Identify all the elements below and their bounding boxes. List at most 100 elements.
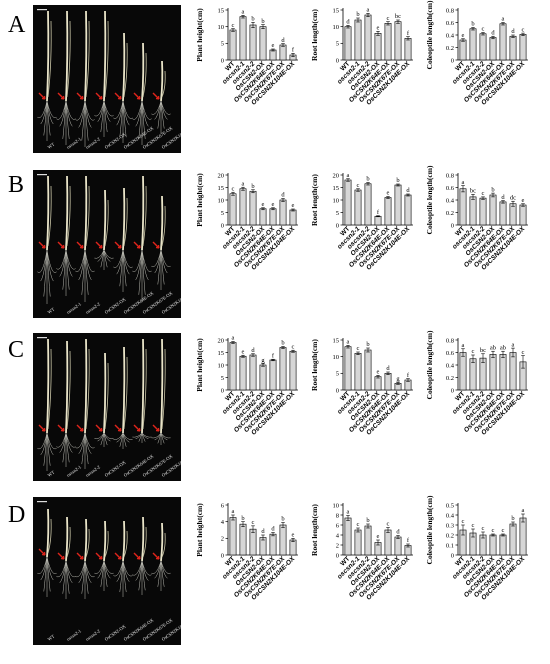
significance-letter: e	[522, 197, 525, 204]
bar	[259, 26, 267, 61]
red-arrow-icon	[95, 92, 103, 100]
significance-letter: a	[347, 172, 350, 179]
y-tick-label: 15	[218, 350, 225, 357]
bar	[479, 197, 487, 226]
bar	[519, 517, 527, 556]
red-arrow-icon	[57, 552, 65, 560]
significance-letter: a	[232, 335, 235, 342]
significance-letter: d	[281, 37, 285, 44]
y-tick-label: 0.6	[446, 185, 455, 192]
y-tick-label: 0	[221, 222, 224, 229]
bar	[384, 373, 392, 391]
significance-letter: a	[367, 7, 370, 14]
bar	[509, 35, 517, 61]
significance-letter: b	[281, 516, 284, 523]
bar	[364, 14, 372, 61]
significance-letter: e	[262, 201, 265, 208]
significance-letter: c	[357, 521, 360, 528]
red-arrow-icon	[57, 241, 65, 249]
significance-letter: d	[406, 187, 410, 194]
bar	[249, 528, 257, 556]
bar	[279, 44, 287, 61]
bar	[469, 28, 477, 61]
y-tick-label: 0.2	[446, 210, 454, 217]
bar	[479, 33, 487, 61]
y-tick-label: 0.2	[446, 45, 454, 52]
significance-letter: e	[377, 25, 380, 32]
y-tick-label: 0	[451, 222, 454, 229]
significance-letter: ab	[500, 344, 506, 351]
y-tick-label: 0	[221, 552, 224, 559]
red-arrow-icon	[95, 424, 103, 432]
y-axis-label: Root length(cm)	[310, 174, 319, 226]
red-arrow-icon	[38, 548, 46, 556]
chart-d-coleoptile-length: Coleoptile length(cm) 0 0.1 0.2 0.3 0.4 0.5 c WT…	[420, 495, 548, 664]
bar	[404, 194, 412, 226]
bar	[489, 194, 497, 226]
significance-letter: f	[407, 30, 410, 37]
significance-letter: c	[387, 521, 390, 528]
y-tick-label: 10	[218, 362, 225, 369]
seedling	[56, 10, 76, 145]
significance-letter: b	[366, 176, 369, 183]
y-tick-label: 0	[336, 57, 339, 64]
seedling-photo-d: WT oscsn2-1 oscsn2-2 OsCSN2-OX OsCSN2K64E-OX…	[33, 497, 181, 645]
bar	[489, 534, 497, 556]
bar	[354, 529, 362, 556]
y-tick-label: 10	[333, 354, 340, 361]
significance-letter: b	[251, 16, 254, 23]
seedling	[37, 175, 57, 304]
bar	[354, 19, 362, 61]
seedling	[75, 518, 95, 599]
significance-letter: b	[491, 186, 494, 193]
bar	[364, 183, 372, 226]
bar	[279, 347, 287, 391]
bar	[344, 179, 352, 226]
significance-letter: b	[366, 517, 369, 524]
red-arrow-icon	[38, 424, 46, 432]
bar	[239, 523, 247, 556]
bar	[384, 197, 392, 226]
seedling	[94, 520, 114, 591]
significance-letter: a	[462, 342, 465, 349]
seedling	[37, 10, 57, 141]
seedling	[132, 42, 152, 145]
bar	[499, 23, 507, 61]
red-arrow-icon	[152, 241, 160, 249]
seedling	[75, 10, 95, 147]
red-arrow-icon	[76, 92, 84, 100]
genotype-label: oscsn2-2	[85, 136, 102, 150]
significance-letter: c	[502, 527, 505, 534]
genotype-label: OsCSN2K64E-OX	[123, 453, 155, 478]
significance-letter: dc	[510, 194, 516, 201]
y-tick-label: 5	[336, 210, 339, 217]
chart-a-coleoptile-length: Coleoptile length(cm) 0 0.2 0.4 0.6 0.8 e WT b os…	[420, 0, 548, 169]
bar	[229, 517, 237, 556]
significance-letter: c	[387, 15, 390, 22]
significance-letter: d	[396, 529, 400, 536]
significance-letter: d	[491, 29, 495, 36]
bar	[469, 358, 477, 391]
chart-c-root-length: Root length(cm) 0 5 10 15 a WT c oscsn2-1 b oscsn2…	[305, 332, 425, 499]
y-tick-label: 0	[451, 552, 454, 559]
significance-letter: a	[242, 180, 245, 187]
y-tick-label: 0.4	[446, 197, 455, 204]
significance-letter: bc	[480, 347, 486, 354]
significance-letter: g	[261, 357, 265, 364]
y-tick-label: 0.2	[446, 532, 454, 539]
bar	[279, 199, 287, 226]
bar	[364, 525, 372, 556]
red-arrow-icon	[114, 241, 122, 249]
y-tick-label: 10	[218, 24, 225, 31]
significance-letter: c	[522, 349, 525, 356]
y-tick-label: 0	[336, 552, 339, 559]
y-tick-label: 2	[221, 536, 224, 543]
y-tick-label: 0	[451, 57, 454, 64]
significance-letter: d	[251, 347, 255, 354]
red-arrow-icon	[76, 424, 84, 432]
bar	[289, 539, 297, 556]
significance-letter: b	[511, 515, 514, 522]
significance-letter: b	[471, 21, 474, 28]
bar	[249, 190, 257, 226]
red-arrow-icon	[133, 552, 141, 560]
